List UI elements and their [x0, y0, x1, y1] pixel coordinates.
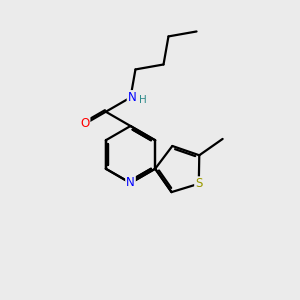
Text: N: N	[126, 176, 135, 190]
Text: H: H	[140, 94, 147, 105]
Text: S: S	[195, 177, 202, 190]
Text: N: N	[128, 91, 136, 104]
Text: O: O	[80, 117, 89, 130]
